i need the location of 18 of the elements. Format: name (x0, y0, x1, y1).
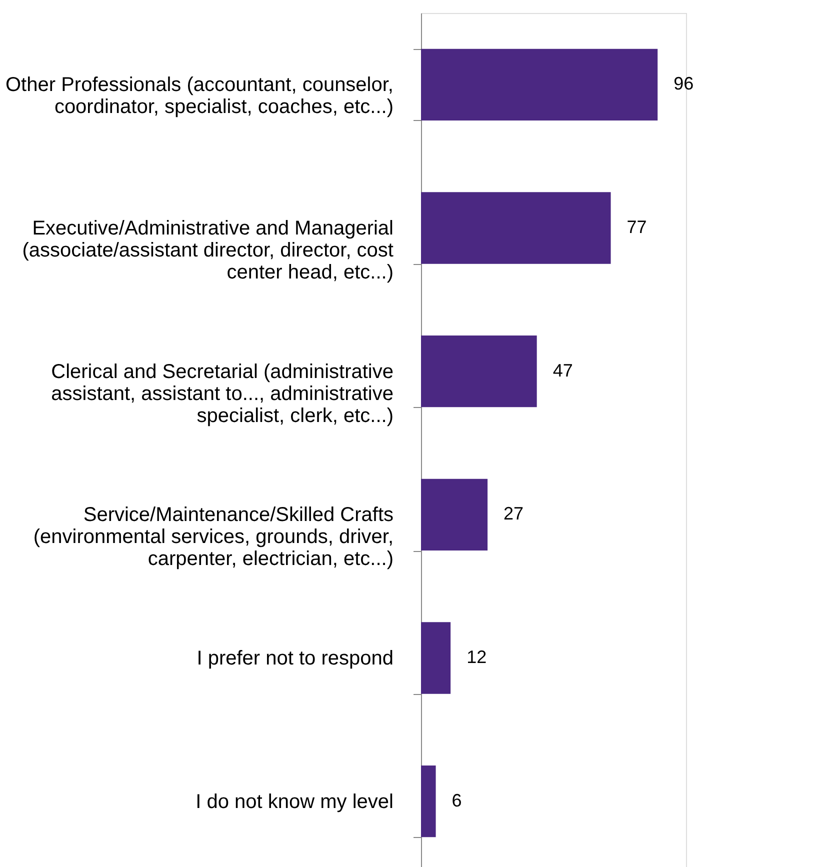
bar (421, 478, 488, 550)
y-tick-label: Clerical and Secretarial (administrative assistant, assistant to..., administrative specialist, clerk, etc...) (51, 360, 394, 427)
bar (421, 622, 451, 694)
y-tick-label: I prefer not to respond (196, 648, 394, 670)
bar (421, 336, 537, 408)
data-label: 77 (626, 217, 647, 237)
data-label: 47 (552, 360, 573, 380)
y-tick-label: I do not know my level (196, 790, 394, 813)
y-tick-label: Other Professionals (accountant, counselor, coordinator, specialist, coaches, etc...) (6, 74, 394, 118)
data-label: 6 (452, 790, 462, 810)
bar (421, 192, 611, 264)
bar (421, 48, 658, 120)
y-tick-label: Service/Maintenance/Skilled Crafts (environmental services, grounds, driver, carpenter, electrician, etc...) (33, 504, 394, 570)
bar (421, 766, 436, 838)
data-label: 96 (674, 74, 694, 94)
data-label: 27 (504, 504, 524, 524)
y-tick-label: Executive/Administrative and Managerial (associate/assistant director, director, cost center head, etc...) (22, 218, 394, 284)
data-label: 12 (466, 647, 487, 667)
